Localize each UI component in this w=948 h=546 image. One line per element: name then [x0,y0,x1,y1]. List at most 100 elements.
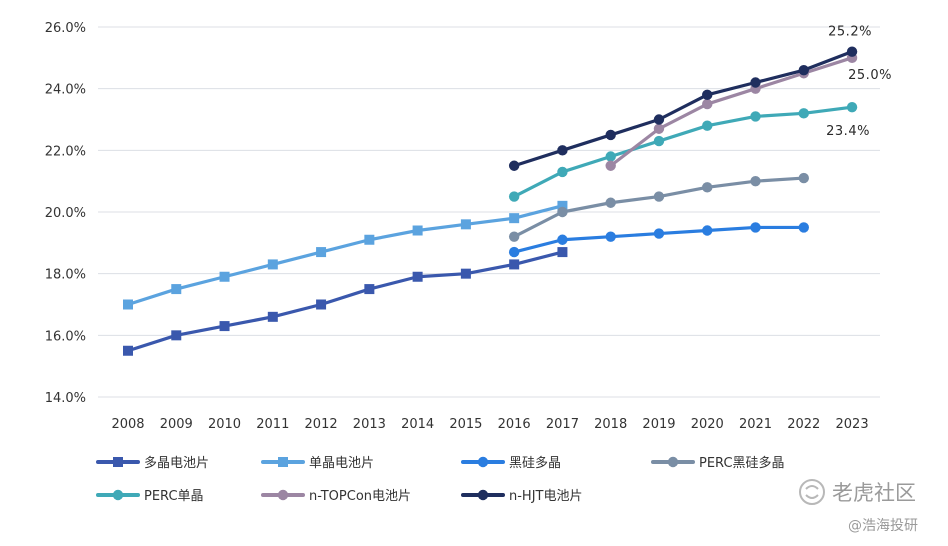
series-layer [123,46,858,356]
legend-label: 多晶电池片 [144,455,209,471]
x-tick-label: 2017 [546,417,579,432]
data-point [557,166,568,178]
data-point [412,271,423,282]
y-tick-label: 18.0% [45,268,86,283]
series-3 [508,172,809,242]
data-point [653,135,665,147]
data-point [508,160,520,171]
data-point [316,299,327,310]
watermark-brand: 老虎社区 [832,481,916,505]
data-point [267,259,278,270]
data-point [605,151,616,162]
data-point [702,98,713,110]
legend-marker [113,457,123,467]
data-point [702,225,713,236]
data-point [750,175,761,187]
legend-item: 黑硅多晶 [461,455,561,471]
legend-marker [277,489,289,501]
legend-label: n-TOPCon电池片 [309,489,411,504]
data-point [653,228,665,239]
legend-marker [667,456,679,468]
x-tick-label: 2008 [111,417,144,432]
data-point [702,89,713,101]
data-point [557,145,568,156]
data-point [750,222,761,233]
series-line [609,56,854,168]
x-tick-label: 2013 [353,417,386,432]
legend-label: PERC黑硅多晶 [699,455,785,471]
data-point [316,247,327,258]
x-tick-label: 2016 [498,417,531,432]
data-label: 25.2% [828,25,872,40]
x-tick-label: 2019 [642,417,675,432]
legend-label: n-HJT电池片 [509,489,582,504]
data-point [605,197,616,208]
series-1 [123,200,568,310]
data-point [557,200,568,211]
x-tick-label: 2021 [739,417,772,432]
x-tick-label: 2012 [305,417,338,432]
data-point [605,129,616,141]
data-point [798,222,809,233]
data-label: 25.0% [848,68,892,83]
data-point [460,268,471,279]
x-tick-label: 2009 [160,417,193,432]
y-tick-label: 16.0% [45,329,86,344]
data-point [798,172,809,184]
y-tick-label: 14.0% [45,391,86,406]
data-point [364,284,375,295]
grid-layer [98,26,880,398]
data-point [605,231,616,242]
data-point [219,321,230,332]
data-point [702,182,713,193]
series-6 [508,46,858,171]
data-point [364,234,375,245]
x-tick-label: 2018 [594,417,627,432]
legend-label: 黑硅多晶 [509,455,561,471]
data-point [508,246,520,258]
data-point [171,284,182,295]
data-point [508,231,520,242]
legend-item: PERC单晶 [96,489,204,504]
y-tick-label: 20.0% [45,206,86,221]
legend-label: PERC单晶 [144,489,204,504]
legend-item: 多晶电池片 [96,455,209,471]
legend-item: n-TOPCon电池片 [261,489,411,504]
series-line [512,50,854,168]
data-point [702,120,713,131]
legend-item: n-HJT电池片 [461,489,582,504]
series-line [126,204,565,307]
data-point [653,191,665,202]
legend-marker [477,489,489,501]
tiger-logo-icon [799,479,825,505]
data-label: 23.4% [826,124,870,139]
data-point [846,46,858,57]
y-axis: 14.0% 16.0% 18.0% 20.0% 22.0% 24.0% 26.0% [45,21,86,406]
data-point [557,247,568,258]
x-tick-label: 2022 [787,417,820,432]
series-5 [605,52,858,171]
x-tick-label: 2010 [208,417,241,432]
x-tick-label: 2014 [401,417,434,432]
watermark-author: @浩海投研 [848,518,918,534]
data-point [171,330,182,341]
y-tick-label: 26.0% [45,21,86,36]
data-point [653,114,665,125]
data-point [750,77,761,88]
data-point [798,64,809,76]
data-point [509,213,520,224]
x-tick-label: 2023 [836,417,869,432]
legend-item: 单晶电池片 [261,456,374,471]
data-point [123,299,133,310]
data-point [412,225,423,236]
legend-marker [477,456,489,468]
x-tick-label: 2015 [449,417,482,432]
x-tick-label: 2020 [691,417,724,432]
x-axis: 2008 2009 2010 2011 2012 2013 2014 2015 2016 2017… [111,417,868,432]
legend-label: 单晶电池片 [309,456,374,471]
legend: 多晶电池片 单晶电池片 黑硅多晶 PERC黑硅多晶 PERC单晶 n-TOPCon电池片 n… [96,455,785,504]
series-line [512,105,854,199]
data-point [509,259,520,270]
